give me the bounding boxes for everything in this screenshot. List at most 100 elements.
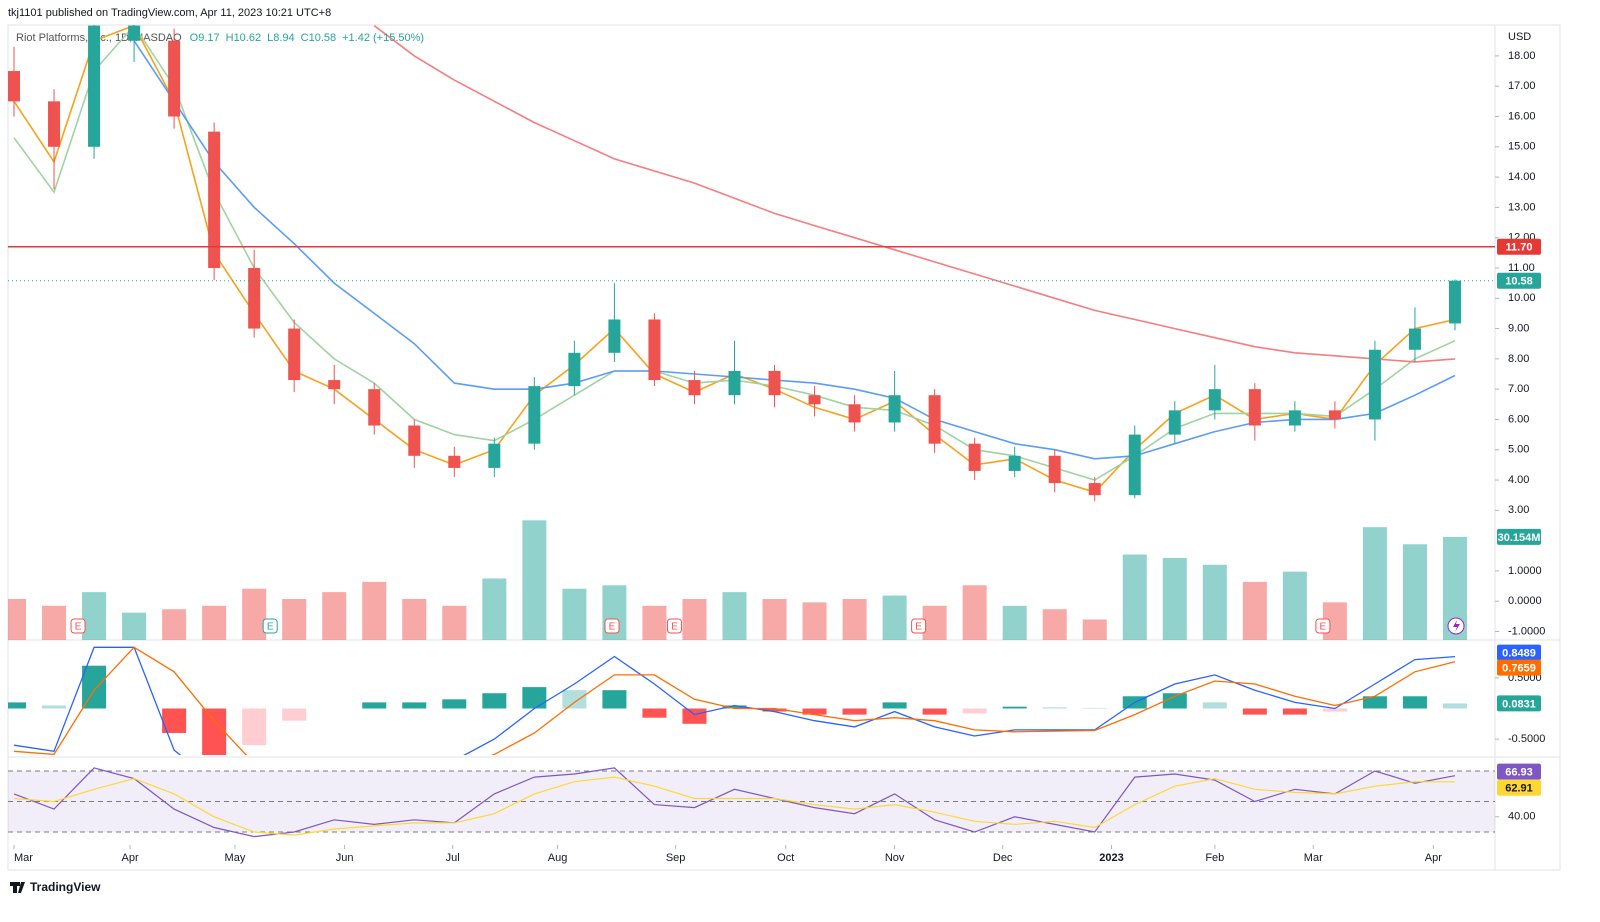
currency: USD — [1508, 31, 1531, 43]
rsi-line — [13, 767, 1456, 838]
earnings-label: E — [267, 622, 274, 633]
candle-body — [608, 319, 621, 353]
histogram-bar — [802, 708, 827, 715]
badge-label: 0.7659 — [1502, 663, 1536, 675]
candle-body — [728, 370, 741, 396]
y-tick-label: 0.0000 — [1508, 595, 1542, 607]
moving-average — [13, 25, 1456, 494]
x-tick-label: Jun — [336, 852, 354, 864]
y-tick-label: 18.00 — [1508, 50, 1536, 62]
ohlc-value: O9.17 — [190, 32, 220, 44]
y-tick-label: 15.00 — [1508, 141, 1536, 153]
candle-body — [1048, 455, 1061, 484]
candle-body — [928, 395, 941, 444]
volume-bar — [1082, 619, 1107, 640]
volume-bar — [1162, 557, 1187, 640]
histogram-bar — [1322, 708, 1347, 712]
badge-label: 11.70 — [1506, 242, 1533, 254]
candle-body — [768, 370, 781, 396]
volume-bar — [642, 605, 667, 640]
histogram-bar — [842, 708, 867, 715]
candle-body — [528, 386, 541, 444]
volume-bar — [842, 598, 867, 640]
candle-body — [1128, 434, 1141, 496]
histogram-bar — [562, 690, 587, 709]
histogram-bar — [42, 705, 67, 709]
histogram-bar — [1402, 696, 1427, 709]
candle-body — [1328, 410, 1341, 420]
x-tick-label: Apr — [122, 852, 139, 864]
y-tick-label: 8.00 — [1508, 353, 1529, 365]
brand: TradingView — [30, 880, 101, 894]
histogram-bar — [1282, 708, 1307, 715]
histogram-bar — [8, 702, 27, 709]
y-tick-label: -1.0000 — [1508, 625, 1545, 637]
candle-body — [688, 380, 701, 396]
volume-bar — [122, 612, 147, 640]
volume-bar — [522, 520, 547, 640]
y-tick-label: -0.5000 — [1508, 733, 1545, 745]
candle-body — [1408, 328, 1421, 350]
y-tick-label: 5.00 — [1508, 444, 1529, 456]
x-tick-label: Jul — [446, 852, 460, 864]
earnings-marker — [666, 618, 682, 634]
moving-average — [373, 25, 1456, 363]
x-tick-label: Sep — [666, 852, 686, 864]
histogram-bar — [1242, 708, 1267, 715]
volume-bar — [1362, 527, 1387, 640]
histogram-bar — [442, 699, 467, 709]
ohlc-value: C10.58 — [301, 32, 336, 44]
y-tick-label: 11.00 — [1508, 262, 1535, 274]
price-pane — [8, 25, 1495, 640]
published: tkj1101 published on TradingView.com, Ap… — [8, 7, 331, 19]
candle-body — [968, 443, 981, 471]
histogram-bar — [402, 702, 427, 709]
badge-label: 62.91 — [1505, 783, 1533, 795]
y-tick-label: 16.00 — [1508, 110, 1536, 122]
y-tick-label: 14.00 — [1508, 171, 1536, 183]
badge-label: 0.8489 — [1502, 647, 1536, 659]
macd-line — [13, 646, 1456, 755]
y-tick-label: 1.0000 — [1508, 565, 1542, 577]
badge — [1497, 528, 1541, 545]
volume-bar — [1202, 564, 1227, 640]
logo — [10, 882, 25, 893]
x-tick-label: Dec — [993, 852, 1013, 864]
volume-bar — [682, 598, 707, 640]
y-tick-label: 17.00 — [1508, 80, 1536, 92]
histogram-bar — [82, 665, 107, 709]
histogram-bar — [362, 702, 387, 709]
volume-bar — [322, 592, 347, 640]
volume-bar — [1402, 544, 1427, 640]
badge-label: 10.58 — [1505, 276, 1533, 288]
candle-body — [888, 395, 901, 423]
badge — [1497, 272, 1541, 289]
y-tick-label: 3.00 — [1508, 504, 1529, 516]
volume-bar — [162, 609, 187, 640]
y-tick-label: 9.00 — [1508, 322, 1529, 334]
volume-bar — [8, 598, 27, 640]
volume-bar — [882, 595, 907, 640]
candle-body — [1288, 410, 1301, 426]
histogram-bar — [1082, 707, 1107, 709]
candle-body — [328, 380, 341, 390]
candle-body — [1088, 483, 1101, 496]
rsi-line — [13, 776, 1456, 836]
x-tick-label: Nov — [885, 852, 905, 864]
volume-bar — [242, 588, 267, 640]
change: +1.42 (+15.50%) — [342, 32, 424, 44]
badge-label: 66.93 — [1505, 767, 1533, 779]
histogram-bar — [282, 708, 307, 721]
moving-average — [133, 40, 1456, 460]
histogram-bar — [722, 705, 747, 709]
candle-body — [8, 71, 21, 102]
y-tick-label: 13.00 — [1508, 201, 1536, 213]
candle-body — [88, 25, 101, 147]
candle-body — [808, 395, 821, 405]
badge — [1497, 763, 1541, 780]
histogram-bar — [242, 708, 267, 746]
x-tick-label: May — [225, 852, 246, 864]
x-tick-label: Aug — [548, 852, 568, 864]
volume-bar — [1042, 609, 1067, 640]
